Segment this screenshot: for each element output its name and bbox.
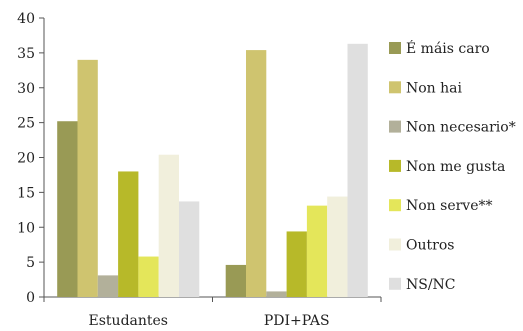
bar [179,201,200,297]
legend-label: Non me gusta [406,159,505,175]
legend-swatch [389,238,401,251]
legend-swatch [389,199,401,212]
bar [118,171,139,297]
bar [246,50,267,298]
legend-swatch [389,120,401,133]
bar [347,43,368,298]
x-axis: Estudantes PDI+PAS [43,296,382,329]
bar [286,231,307,297]
y-tick-label: 0 [26,290,35,306]
y-axis: 0 5 10 15 20 25 30 35 40 [17,11,45,306]
legend-label: Non necesario* [406,120,516,136]
bar [327,196,348,297]
y-tick-label: 15 [17,185,35,201]
legend: É máis caro Non hai Non necesario* Non me g… [389,39,516,293]
legend-swatch [389,81,401,94]
legend-swatch [389,42,401,54]
y-tick-label: 5 [26,255,35,271]
y-tick-label: 25 [17,116,35,132]
y-tick-label: 35 [17,46,35,62]
y-tick-label: 30 [17,81,35,97]
x-category-label: Estudantes [89,313,168,329]
x-category-label: PDI+PAS [264,313,330,329]
y-tick-label: 20 [17,151,35,167]
legend-label: Non hai [406,80,463,96]
legend-swatch [389,277,401,290]
legend-label: Outros [406,238,454,254]
bars [57,43,368,298]
legend-label: NS/NC [406,277,456,293]
bar [97,275,119,297]
legend-swatch [389,159,401,172]
bar [266,291,287,297]
y-tick-label: 40 [17,11,35,27]
bar [57,121,78,297]
bar [306,205,328,297]
legend-label: Non serve** [406,198,493,214]
bar [225,264,246,297]
bar [138,256,159,297]
bar [158,154,179,297]
y-tick-label: 10 [17,220,35,236]
legend-label: É máis caro [406,39,490,57]
bar [77,59,98,297]
